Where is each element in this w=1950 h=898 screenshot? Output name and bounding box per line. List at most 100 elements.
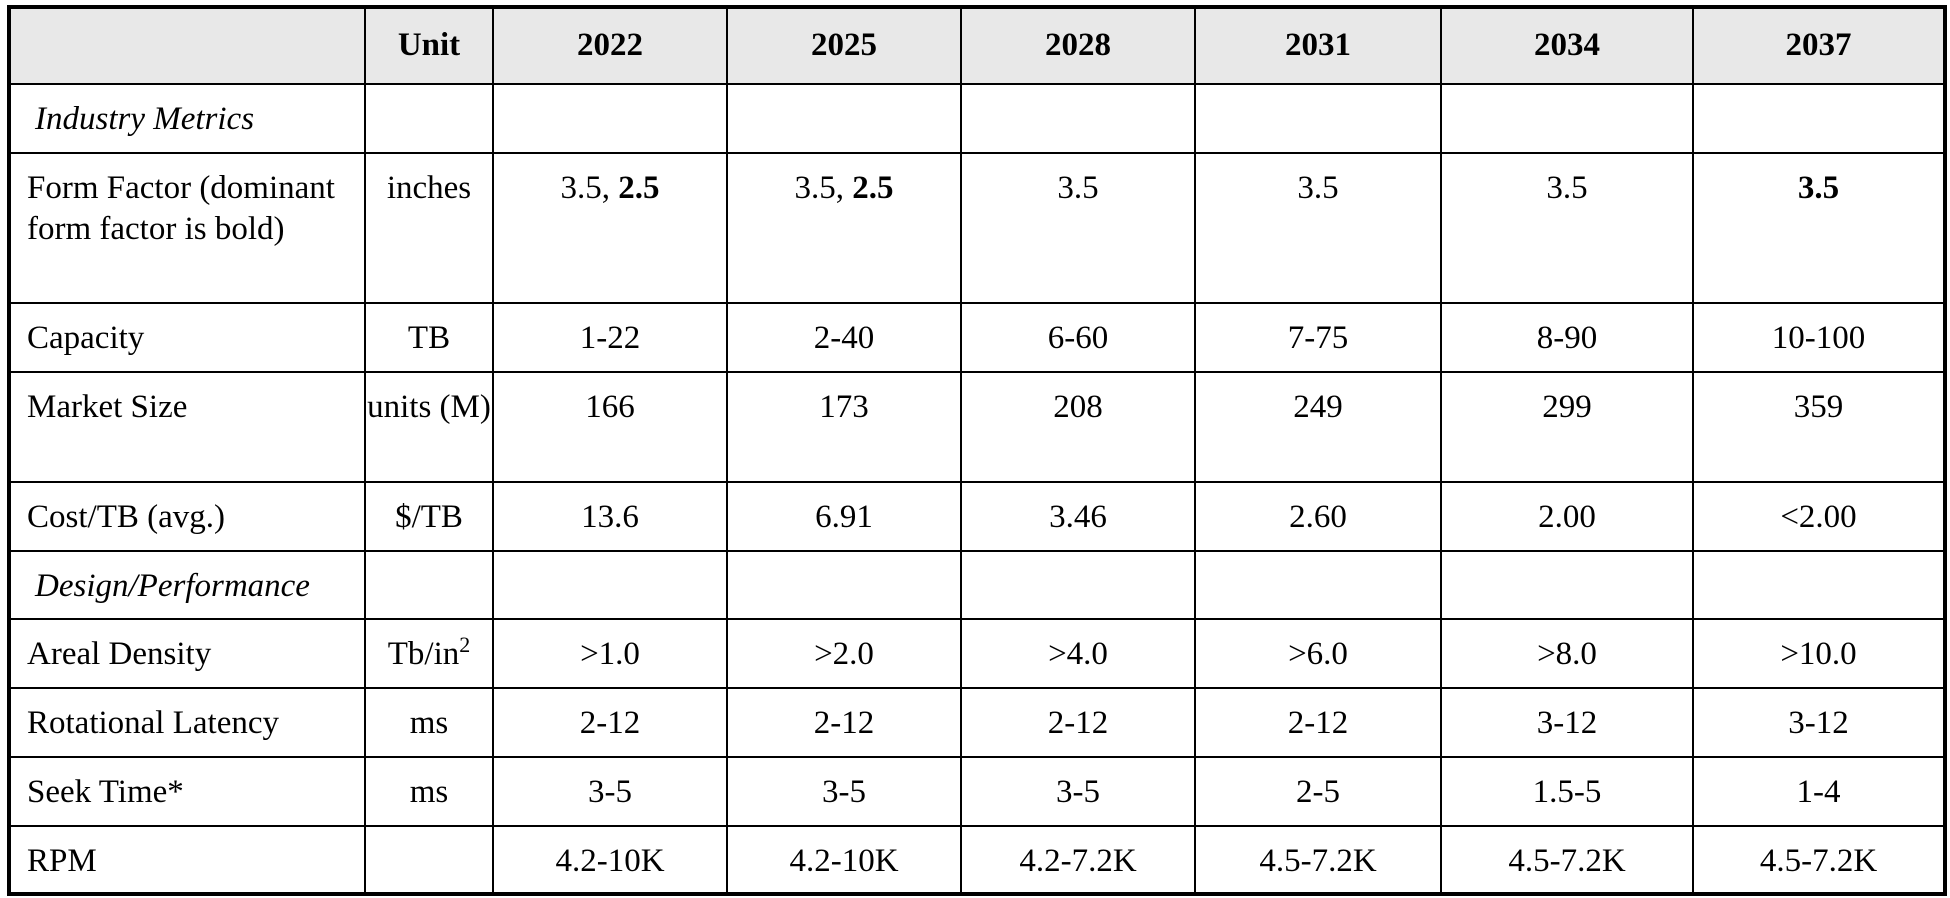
empty-cell xyxy=(726,550,962,620)
row-unit: ms xyxy=(364,756,494,827)
value-cell: 2.60 xyxy=(1194,481,1442,552)
empty-cell xyxy=(960,83,1196,154)
value-cell: 2-5 xyxy=(1194,756,1442,827)
row-label: Areal Density xyxy=(8,618,366,689)
row-label: Market Size xyxy=(8,371,366,483)
row-unit: TB xyxy=(364,302,494,373)
header-year-2022: 2022 xyxy=(492,6,728,85)
value-cell: 1-4 xyxy=(1692,756,1946,827)
section-label: Design/Performance xyxy=(8,550,366,620)
value-cell: 166 xyxy=(492,371,728,483)
empty-cell xyxy=(1194,550,1442,620)
value-cell: 4.2-10K xyxy=(492,825,728,895)
value-cell: 3-12 xyxy=(1440,687,1694,758)
section-row-industry-metrics: Industry Metrics xyxy=(8,83,1946,154)
value-cell: 1.5-5 xyxy=(1440,756,1694,827)
empty-cell xyxy=(492,550,728,620)
value-cell: 3.5 xyxy=(1194,152,1442,304)
empty-cell xyxy=(492,83,728,154)
table-row-cost-per-tb: Cost/TB (avg.) $/TB 13.6 6.91 3.46 2.60 … xyxy=(8,481,1946,552)
value-cell: 10-100 xyxy=(1692,302,1946,373)
header-year-2025: 2025 xyxy=(726,6,962,85)
value-cell: 7-75 xyxy=(1194,302,1442,373)
table-row-seek-time: Seek Time* ms 3-5 3-5 3-5 2-5 1.5-5 1-4 xyxy=(8,756,1946,827)
value-cell: 299 xyxy=(1440,371,1694,483)
value-cell: 3.46 xyxy=(960,481,1196,552)
value-cell: 8-90 xyxy=(1440,302,1694,373)
empty-cell xyxy=(364,83,494,154)
row-unit xyxy=(364,825,494,895)
header-year-2028: 2028 xyxy=(960,6,1196,85)
value-cell: 173 xyxy=(726,371,962,483)
empty-cell xyxy=(1440,550,1694,620)
value-cell: 208 xyxy=(960,371,1196,483)
value-cell: 4.2-10K xyxy=(726,825,962,895)
value-cell: 13.6 xyxy=(492,481,728,552)
value-cell: >4.0 xyxy=(960,618,1196,689)
table-row-rpm: RPM 4.2-10K 4.2-10K 4.2-7.2K 4.5-7.2K 4.… xyxy=(8,825,1946,895)
value-cell: 3-5 xyxy=(726,756,962,827)
table-row-areal-density: Areal Density Tb/in2 >1.0 >2.0 >4.0 >6.0… xyxy=(8,618,1946,689)
value-cell: >2.0 xyxy=(726,618,962,689)
row-label: Form Factor (dominant form factor is bol… xyxy=(8,152,366,304)
empty-cell xyxy=(960,550,1196,620)
value-cell: 2-12 xyxy=(492,687,728,758)
empty-cell xyxy=(726,83,962,154)
value-cell: 2-12 xyxy=(960,687,1196,758)
row-unit: Tb/in2 xyxy=(364,618,494,689)
empty-cell xyxy=(1194,83,1442,154)
value-cell: 6.91 xyxy=(726,481,962,552)
value-cell: >8.0 xyxy=(1440,618,1694,689)
value-cell: 1-22 xyxy=(492,302,728,373)
empty-cell xyxy=(1692,550,1946,620)
row-label: Rotational Latency xyxy=(8,687,366,758)
value-cell: <2.00 xyxy=(1692,481,1946,552)
value-cell: 3.5, 2.5 xyxy=(726,152,962,304)
header-unit: Unit xyxy=(364,6,494,85)
value-cell: 6-60 xyxy=(960,302,1196,373)
table-row-rotational-latency: Rotational Latency ms 2-12 2-12 2-12 2-1… xyxy=(8,687,1946,758)
row-label: RPM xyxy=(8,825,366,895)
value-cell: 4.5-7.2K xyxy=(1194,825,1442,895)
empty-cell xyxy=(1692,83,1946,154)
header-row: Unit 2022 2025 2028 2031 2034 2037 xyxy=(8,6,1946,85)
value-cell: 2.00 xyxy=(1440,481,1694,552)
empty-cell xyxy=(1440,83,1694,154)
value-cell: 2-40 xyxy=(726,302,962,373)
value-cell: 4.5-7.2K xyxy=(1440,825,1694,895)
header-year-2037: 2037 xyxy=(1692,6,1946,85)
empty-cell xyxy=(364,550,494,620)
value-cell: 3.5 xyxy=(1692,152,1946,304)
row-label: Cost/TB (avg.) xyxy=(8,481,366,552)
value-cell: 3-5 xyxy=(492,756,728,827)
value-cell: 4.2-7.2K xyxy=(960,825,1196,895)
value-cell: >10.0 xyxy=(1692,618,1946,689)
row-unit: units (M) xyxy=(364,371,494,483)
table-row-market-size: Market Size units (M) 166 173 208 249 29… xyxy=(8,371,1946,483)
value-cell: 3-5 xyxy=(960,756,1196,827)
header-year-2031: 2031 xyxy=(1194,6,1442,85)
row-unit: inches xyxy=(364,152,494,304)
value-cell: 2-12 xyxy=(726,687,962,758)
row-unit: $/TB xyxy=(364,481,494,552)
section-label: Industry Metrics xyxy=(8,83,366,154)
value-cell: 2-12 xyxy=(1194,687,1442,758)
value-cell: 4.5-7.2K xyxy=(1692,825,1946,895)
value-cell: 3.5, 2.5 xyxy=(492,152,728,304)
value-cell: 249 xyxy=(1194,371,1442,483)
value-cell: 3.5 xyxy=(960,152,1196,304)
row-label: Seek Time* xyxy=(8,756,366,827)
hdd-roadmap-table: Unit 2022 2025 2028 2031 2034 2037 Indus… xyxy=(7,5,1947,896)
value-cell: >6.0 xyxy=(1194,618,1442,689)
value-cell: 359 xyxy=(1692,371,1946,483)
row-label: Capacity xyxy=(8,302,366,373)
value-cell: 3.5 xyxy=(1440,152,1694,304)
row-unit: ms xyxy=(364,687,494,758)
table-row-form-factor: Form Factor (dominant form factor is bol… xyxy=(8,152,1946,304)
table-row-capacity: Capacity TB 1-22 2-40 6-60 7-75 8-90 10-… xyxy=(8,302,1946,373)
header-metric xyxy=(8,6,366,85)
value-cell: 3-12 xyxy=(1692,687,1946,758)
value-cell: >1.0 xyxy=(492,618,728,689)
section-row-design-performance: Design/Performance xyxy=(8,550,1946,620)
header-year-2034: 2034 xyxy=(1440,6,1694,85)
